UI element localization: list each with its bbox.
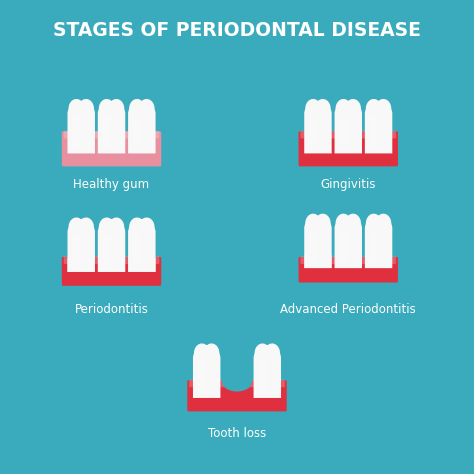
Polygon shape [128, 218, 155, 272]
Polygon shape [335, 99, 362, 154]
Polygon shape [254, 343, 281, 398]
Polygon shape [193, 384, 220, 398]
Polygon shape [335, 214, 362, 268]
Polygon shape [309, 116, 317, 147]
FancyBboxPatch shape [299, 131, 398, 166]
Polygon shape [102, 116, 110, 147]
Polygon shape [258, 361, 266, 392]
Polygon shape [335, 255, 362, 268]
FancyBboxPatch shape [301, 131, 396, 138]
Polygon shape [304, 214, 332, 268]
Polygon shape [98, 258, 125, 272]
Polygon shape [193, 343, 220, 398]
FancyBboxPatch shape [299, 257, 398, 283]
Polygon shape [304, 99, 332, 154]
FancyBboxPatch shape [64, 256, 159, 264]
FancyBboxPatch shape [64, 131, 159, 138]
Text: STAGES OF PERIODONTAL DISEASE: STAGES OF PERIODONTAL DISEASE [53, 21, 421, 40]
Polygon shape [67, 258, 95, 272]
Polygon shape [365, 255, 392, 268]
Polygon shape [365, 99, 392, 154]
Polygon shape [339, 231, 347, 262]
Polygon shape [98, 218, 125, 272]
FancyBboxPatch shape [62, 257, 161, 286]
Polygon shape [98, 99, 125, 154]
Text: Advanced Periodontitis: Advanced Periodontitis [281, 303, 416, 316]
FancyBboxPatch shape [189, 380, 285, 387]
Polygon shape [254, 384, 281, 398]
FancyBboxPatch shape [301, 256, 396, 264]
Polygon shape [133, 235, 140, 265]
Polygon shape [67, 99, 95, 154]
Polygon shape [304, 255, 332, 268]
Polygon shape [128, 258, 155, 272]
Text: Tooth loss: Tooth loss [208, 427, 266, 439]
Polygon shape [370, 116, 377, 147]
Polygon shape [67, 218, 95, 272]
Polygon shape [309, 231, 317, 262]
Text: Gingivitis: Gingivitis [320, 178, 376, 191]
FancyBboxPatch shape [187, 380, 287, 411]
Text: Healthy gum: Healthy gum [73, 178, 150, 191]
FancyBboxPatch shape [62, 131, 161, 166]
Polygon shape [133, 116, 140, 147]
Text: Periodontitis: Periodontitis [74, 303, 148, 316]
Ellipse shape [222, 372, 252, 392]
Polygon shape [73, 235, 80, 265]
Polygon shape [73, 116, 80, 147]
Polygon shape [339, 116, 347, 147]
Polygon shape [365, 214, 392, 268]
Polygon shape [198, 361, 205, 392]
Polygon shape [370, 231, 377, 262]
Polygon shape [128, 99, 155, 154]
Polygon shape [102, 235, 110, 265]
